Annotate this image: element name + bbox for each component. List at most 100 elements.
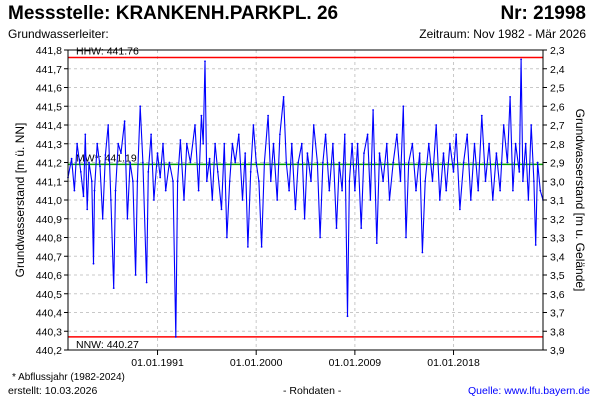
data-point [114,189,117,192]
data-point [136,180,139,183]
data-point [90,180,93,183]
y-tick-label-right: 2,9 [550,158,565,170]
data-point [324,133,327,136]
data-point [506,161,509,164]
y-tick-label-right: 3,8 [550,326,565,338]
data-point [415,189,417,192]
data-point [216,171,219,173]
y-tick-label: 440,3 [36,326,62,338]
data-point [306,152,309,155]
data-point [375,242,378,245]
x-tick-label: 01.01.2009 [329,357,382,369]
data-point [223,142,226,145]
data-point [92,262,95,265]
data-point [172,180,174,183]
data-point [480,114,483,117]
data-point [312,124,315,126]
data-point [388,199,391,201]
data-point [533,180,535,183]
data-point [522,180,524,183]
y-tick-label: 440,5 [36,289,62,301]
y-tick-label: 441,1 [36,176,62,188]
data-point [459,208,461,211]
x-tick-label: 01.01.2018 [427,357,480,369]
data-point [112,287,115,289]
data-point [260,246,263,248]
data-point [247,246,249,248]
data-point [527,199,530,201]
data-point [348,180,351,183]
data-point [205,180,208,183]
data-point [168,161,171,164]
created-date: erstellt: 10.03.2026 [8,385,98,397]
data-point [214,142,217,145]
data-point [82,195,85,198]
y-axis-label: Grundwasserstand [m ü. NN] [13,123,27,278]
data-point [164,189,167,192]
data-point [509,96,511,98]
y-tick-label-right: 3,5 [550,270,565,282]
data-point [101,217,104,220]
y-tick-label-right: 3,7 [550,308,565,320]
data-point [405,236,407,239]
data-point [520,58,522,61]
data-point [477,189,480,192]
data-point [303,217,306,220]
data-point [369,199,372,201]
data-point [356,142,359,145]
y-tick-label-right: 3,3 [550,233,565,245]
y-tick-label: 440,8 [36,233,62,245]
data-point [194,124,196,126]
data-point [294,208,297,211]
y-tick-label: 441,4 [36,120,62,132]
data-point [76,142,78,145]
data-point [469,199,472,201]
station-number: Nr: 21998 [500,3,586,24]
data-point [228,180,231,183]
footnote-hydrological-year: * Abflussjahr (1982-2024) [12,372,125,383]
reference-line-label: HHW: 441.76 [76,46,139,58]
data-point [126,217,129,220]
y-tick-label: 441,3 [36,139,62,151]
x-tick-label: 01.01.1991 [131,357,184,369]
data-point [117,142,120,145]
data-point [252,124,255,126]
data-point [150,133,153,136]
y-tick-label-right: 3,4 [550,251,565,263]
y-tick-label-right: 3,6 [550,289,565,301]
data-point [79,171,82,173]
data-point [407,161,410,164]
data-point [176,180,179,183]
y-tick-label-right: 3,1 [550,195,565,207]
data-point [385,142,388,145]
y-tick-label-right: 2,6 [550,101,565,113]
data-point [156,152,159,155]
data-point [120,152,122,155]
data-point [145,281,148,284]
data-point [354,189,356,192]
data-point [142,161,144,164]
data-point [153,199,155,201]
data-point [473,142,476,145]
data-point [445,189,448,192]
data-point [134,274,137,276]
data-point [512,189,514,192]
raw-data-label: - Rohdaten - [283,385,342,397]
data-point [539,189,542,192]
data-point [104,154,107,156]
data-point [310,180,312,183]
data-point [316,161,319,164]
source-link[interactable]: Quelle: www.lfu.bayern.de [468,385,590,397]
y-tick-label: 441,8 [36,45,62,57]
data-point [208,157,211,160]
data-point [147,171,150,173]
data-point [197,189,200,192]
data-point [73,189,76,192]
data-point [452,171,455,173]
data-point [139,105,142,108]
data-point [226,236,228,239]
data-point [269,180,272,183]
y-tick-label-right: 2,4 [550,64,565,76]
data-point [427,142,430,145]
